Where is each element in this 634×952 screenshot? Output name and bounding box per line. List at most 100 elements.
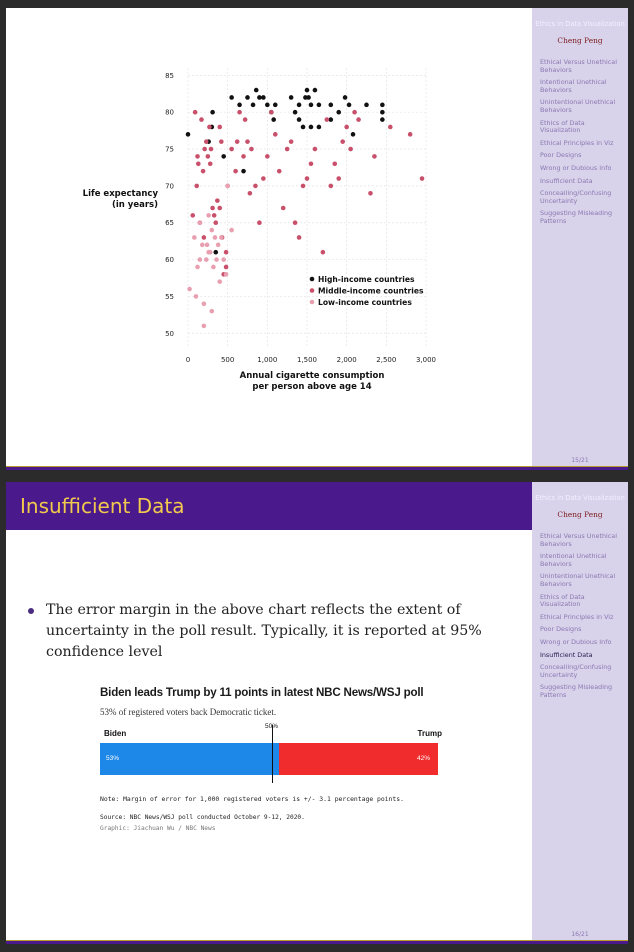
trump-value: 42%	[416, 755, 430, 762]
data-point	[203, 139, 209, 144]
data-point	[380, 117, 385, 122]
page-number: 15/21	[571, 457, 589, 464]
data-point	[195, 264, 200, 270]
data-point	[316, 124, 322, 130]
data-point	[380, 102, 385, 108]
data-point	[276, 168, 282, 174]
data-point	[201, 323, 207, 329]
sidebar-author: Cheng Peng	[557, 510, 603, 519]
sidebar-item-intentional[interactable]: Intentional Unethical Behaviors	[540, 552, 607, 568]
poll-labels: Biden 50% Trump	[100, 723, 450, 741]
sidebar-author: Cheng Peng	[557, 36, 603, 45]
bullet-text: The error margin in the above chart refl…	[46, 602, 482, 660]
data-point	[221, 154, 226, 159]
y-tick-label: 50	[165, 330, 174, 338]
sidebar: Ethics in Data Visualization Cheng Peng …	[532, 8, 628, 470]
slide-main: 0 500 1,000 1,500 2,000 2,500 3,000 50 55 60 65 70 7…	[6, 8, 532, 470]
data-point	[350, 132, 356, 137]
data-point	[364, 102, 369, 108]
data-point	[192, 109, 198, 115]
data-point	[195, 154, 200, 159]
data-point	[196, 161, 201, 167]
data-point	[199, 242, 205, 248]
x-tick-label: 3,000	[416, 356, 436, 364]
x-tick-label: 2,000	[337, 356, 357, 364]
data-point	[303, 95, 308, 100]
data-point	[348, 146, 353, 152]
poll-note: Note: Margin of error for 1,000 register…	[100, 795, 404, 803]
y-tick-label: 75	[165, 146, 174, 154]
poll-source: Source: NBC News/WSJ poll conducted Octo…	[100, 814, 305, 821]
data-point	[217, 205, 223, 211]
bottom-bar	[6, 940, 628, 944]
sidebar-item-intentional[interactable]: Intentional Unethical Behaviors	[540, 78, 607, 94]
y-axis-label: (in years)	[112, 200, 158, 210]
data-point	[419, 176, 425, 181]
data-point	[296, 117, 302, 122]
data-point	[211, 213, 217, 218]
data-point	[308, 124, 314, 130]
data-point	[205, 154, 211, 159]
slide-15: 0 500 1,000 1,500 2,000 2,500 3,000 50 55 60 65 70 7…	[6, 8, 628, 470]
sidebar-item-unintentional[interactable]: Unintentional Unethical Behaviors	[540, 572, 616, 588]
data-point	[223, 264, 229, 270]
data-point	[407, 132, 413, 137]
legend-marker	[309, 276, 315, 282]
x-axis-label: Annual cigarette consumption	[240, 371, 385, 381]
sidebar-item-misleading-patterns[interactable]: Suggesting Misleading Patterns	[540, 683, 613, 699]
data-point	[284, 146, 290, 152]
legend-marker	[309, 299, 315, 305]
data-point	[197, 257, 203, 262]
data-point	[206, 249, 211, 255]
sidebar-item-unintentional[interactable]: Unintentional Unethical Behaviors	[540, 98, 616, 114]
sidebar-item-uncertainty[interactable]: Concealling/Confusing Uncertainty	[540, 663, 612, 679]
data-point	[253, 183, 258, 189]
sidebar-item-ethical-principles[interactable]: Ethical Principles in Viz	[540, 612, 614, 621]
frame-title-bar: Insufficient Data	[6, 482, 532, 530]
data-point	[213, 220, 219, 226]
data-point	[257, 220, 262, 226]
data-point	[207, 161, 213, 167]
data-point	[242, 117, 248, 122]
data-point	[208, 146, 214, 152]
data-point	[219, 235, 224, 240]
data-point	[352, 109, 357, 115]
sidebar-item-uncertainty[interactable]: Concealling/Confusing Uncertainty	[540, 189, 612, 205]
y-tick-label: 65	[165, 219, 174, 227]
data-point	[306, 95, 311, 100]
poll-graphic: Biden leads Trump by 11 points in latest…	[100, 686, 450, 832]
y-tick-label: 80	[165, 109, 174, 117]
y-tick-label: 55	[165, 293, 174, 301]
data-point	[336, 109, 342, 115]
data-point	[237, 102, 242, 108]
data-point	[328, 183, 334, 189]
data-point	[229, 146, 234, 152]
sidebar-item-poor-designs[interactable]: Poor Designs	[540, 625, 582, 634]
sidebar-item-ethical-versus[interactable]: Ethical Versus Unethical Behaviors	[540, 532, 617, 548]
sidebar-item-insufficient-data[interactable]: Insufficient Data	[540, 650, 593, 659]
x-tick-label: 1,500	[297, 356, 317, 364]
sidebar-item-misleading-patterns[interactable]: Suggesting Misleading Patterns	[540, 209, 613, 225]
sidebar-item-wrong-info[interactable]: Wrong or Dubious Info	[540, 163, 612, 172]
sidebar-item-insufficient-data[interactable]: Insufficient Data	[540, 176, 593, 185]
sidebar-item-ethical-versus[interactable]: Ethical Versus Unethical Behaviors	[540, 58, 617, 74]
legend-label: High-income countries	[318, 275, 415, 284]
data-point	[269, 109, 274, 115]
sidebar-item-wrong-info[interactable]: Wrong or Dubious Info	[540, 637, 612, 646]
sidebar-item-ethics-of-dataviz[interactable]: Ethics of Data Visualization	[540, 118, 585, 135]
data-point	[245, 139, 250, 144]
data-point	[211, 264, 216, 270]
y-axis-label: Life expectancy	[83, 189, 159, 199]
sidebar-title: Ethics in Data Visualization	[535, 20, 625, 28]
y-tick-label: 70	[165, 182, 174, 190]
sidebar-item-ethics-of-dataviz[interactable]: Ethics of Data Visualization	[540, 592, 585, 609]
sidebar-item-ethical-principles[interactable]: Ethical Principles in Viz	[540, 138, 614, 147]
data-point	[340, 139, 346, 144]
data-point	[225, 183, 230, 189]
data-point	[308, 161, 314, 167]
sidebar-item-poor-designs[interactable]: Poor Designs	[540, 151, 582, 160]
data-point	[187, 286, 192, 292]
x-tick-label: 0	[186, 356, 190, 364]
bottom-bar	[6, 466, 628, 470]
data-point	[241, 154, 246, 159]
